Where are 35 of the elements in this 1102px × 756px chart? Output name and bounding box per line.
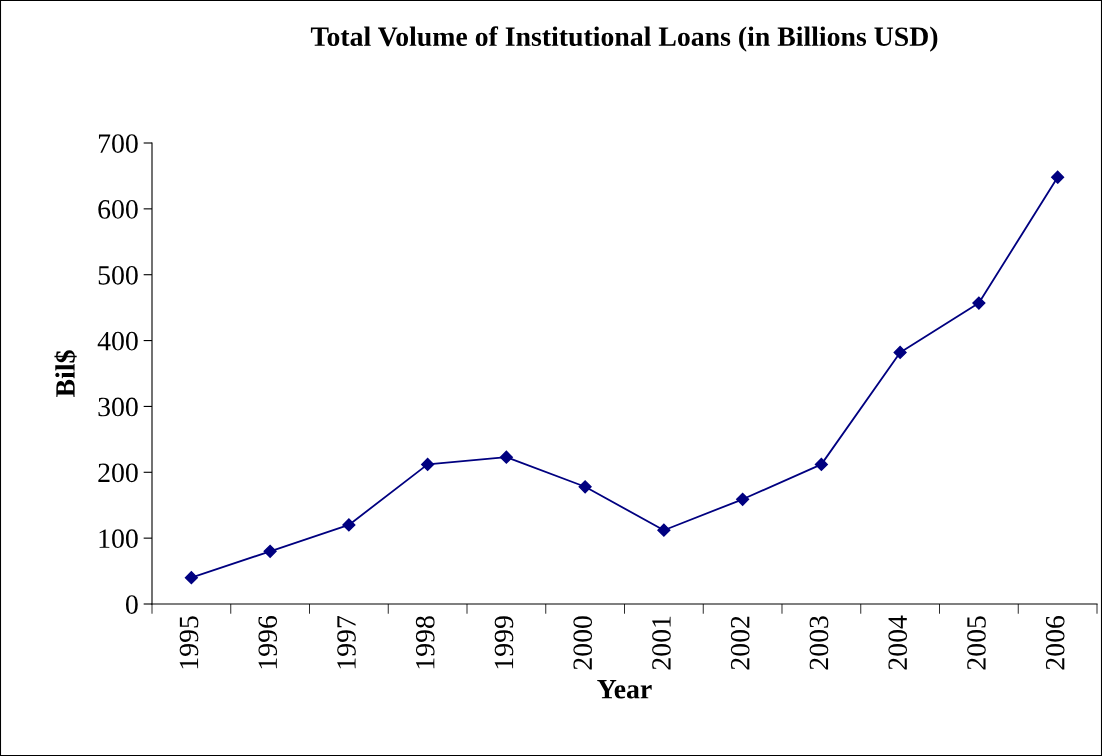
x-tick-label: 1996 [258, 615, 278, 669]
point [1051, 170, 1065, 184]
y-tick-label: 500 [98, 265, 138, 285]
point [814, 457, 828, 471]
point [657, 523, 671, 537]
point [263, 544, 277, 558]
x-tick-label: 2003 [809, 616, 829, 670]
x-tick-label: 1995 [179, 616, 199, 669]
x-tick-label: 1997 [337, 615, 356, 669]
y-tick-label: 200 [98, 463, 138, 483]
x-tick-label: 1998 [415, 616, 435, 669]
point [421, 457, 435, 471]
y-tick-label: 400 [97, 331, 138, 351]
x-tick-label: 2001 [652, 616, 671, 670]
x-tick-label: 2002 [730, 616, 750, 670]
point [736, 492, 750, 506]
y-tick-label: 600 [98, 200, 138, 219]
point [893, 345, 907, 360]
x-axis-title: Year [597, 680, 652, 699]
x-tick-label: 2000 [573, 616, 593, 670]
x-tick-label: 2005 [967, 616, 986, 670]
point [342, 518, 356, 532]
y-tick-label: 700 [98, 134, 138, 153]
y-axis-title: Bil$ [54, 350, 77, 397]
x-tick-label: 2006 [1045, 615, 1065, 670]
point [499, 450, 513, 464]
x-tick-label: 2004 [888, 615, 908, 670]
y-tick-label: 100 [99, 529, 138, 549]
y-tick-label: 300 [98, 397, 138, 417]
y-tick-label: 0 [125, 595, 138, 614]
point [184, 571, 198, 585]
point [578, 480, 592, 494]
chart-title: Total Volume of Institutional Loans (in Billions USD) [310, 26, 938, 52]
point [972, 296, 986, 310]
x-tick-label: 1999 [494, 616, 514, 669]
